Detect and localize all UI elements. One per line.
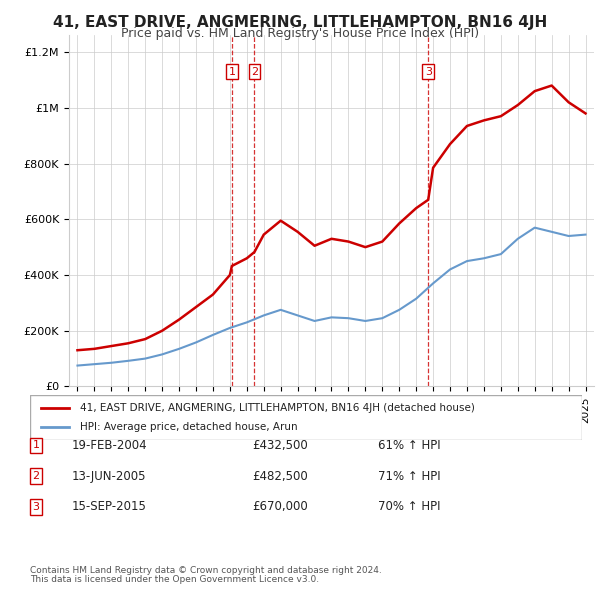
Text: 2: 2 xyxy=(251,67,258,77)
Text: 3: 3 xyxy=(32,502,40,512)
Text: 71% ↑ HPI: 71% ↑ HPI xyxy=(378,470,440,483)
Text: £432,500: £432,500 xyxy=(252,439,308,452)
Text: 13-JUN-2005: 13-JUN-2005 xyxy=(72,470,146,483)
Text: HPI: Average price, detached house, Arun: HPI: Average price, detached house, Arun xyxy=(80,422,298,432)
Text: This data is licensed under the Open Government Licence v3.0.: This data is licensed under the Open Gov… xyxy=(30,575,319,584)
Text: 3: 3 xyxy=(425,67,432,77)
Text: 2: 2 xyxy=(32,471,40,481)
Text: £670,000: £670,000 xyxy=(252,500,308,513)
Text: 1: 1 xyxy=(32,441,40,450)
Text: £482,500: £482,500 xyxy=(252,470,308,483)
Text: 1: 1 xyxy=(229,67,235,77)
FancyBboxPatch shape xyxy=(30,395,582,440)
Text: 70% ↑ HPI: 70% ↑ HPI xyxy=(378,500,440,513)
Text: 41, EAST DRIVE, ANGMERING, LITTLEHAMPTON, BN16 4JH (detached house): 41, EAST DRIVE, ANGMERING, LITTLEHAMPTON… xyxy=(80,403,475,412)
Text: 19-FEB-2004: 19-FEB-2004 xyxy=(72,439,148,452)
Text: Contains HM Land Registry data © Crown copyright and database right 2024.: Contains HM Land Registry data © Crown c… xyxy=(30,566,382,575)
Text: Price paid vs. HM Land Registry's House Price Index (HPI): Price paid vs. HM Land Registry's House … xyxy=(121,27,479,40)
Text: 41, EAST DRIVE, ANGMERING, LITTLEHAMPTON, BN16 4JH: 41, EAST DRIVE, ANGMERING, LITTLEHAMPTON… xyxy=(53,15,547,30)
Text: 15-SEP-2015: 15-SEP-2015 xyxy=(72,500,147,513)
Text: 61% ↑ HPI: 61% ↑ HPI xyxy=(378,439,440,452)
